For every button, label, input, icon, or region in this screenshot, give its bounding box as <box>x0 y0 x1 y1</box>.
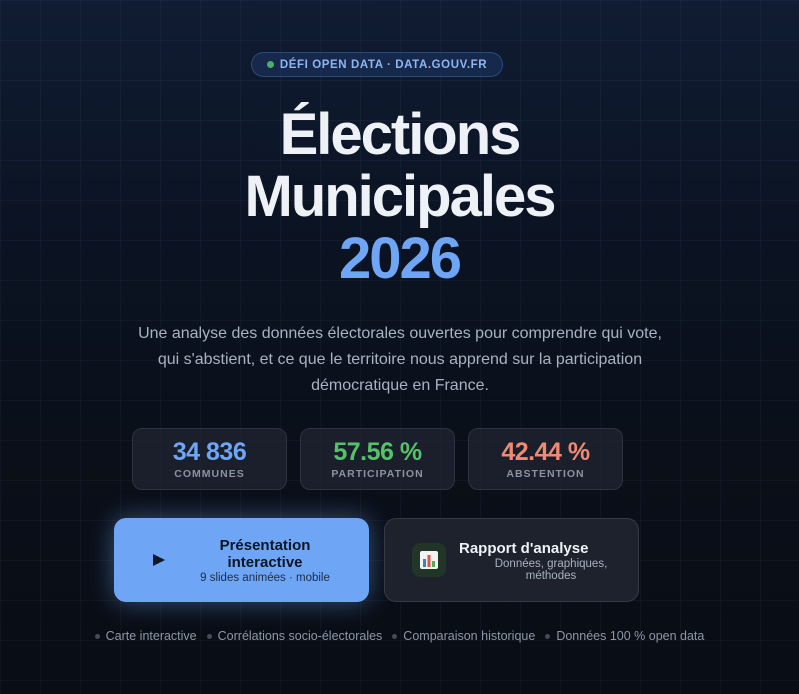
stat-value: 42.44 % <box>501 438 590 466</box>
report-button[interactable]: Rapport d'analyse Données, graphiques, m… <box>384 518 639 602</box>
badge-label: DÉFI OPEN DATA · DATA.GOUV.FR <box>279 58 488 71</box>
title-line-1: Élections <box>279 102 522 167</box>
page-subtitle: Une analyse des données électorales ouve… <box>138 325 662 394</box>
stat-label: ABSTENTION <box>506 468 585 480</box>
presentation-button-subtitle: 9 slides animées · mobile <box>200 572 330 584</box>
play-icon <box>153 554 165 566</box>
presentation-button-title: Présentation interactive <box>219 537 311 571</box>
stat-label: COMMUNES <box>174 468 245 480</box>
bar-chart-icon <box>412 543 446 577</box>
feature-item: Données 100 % open data <box>545 629 704 643</box>
stat-card-participation: 57.56 % PARTICIPATION <box>300 428 455 490</box>
bullet-icon <box>392 633 398 639</box>
bullet-icon <box>206 633 212 639</box>
source-badge: DÉFI OPEN DATA · DATA.GOUV.FR <box>251 52 503 77</box>
stat-card-communes: 34 836 COMMUNES <box>132 428 287 490</box>
title-line-2: Municipales <box>244 164 557 229</box>
feature-list: Carte interactive Corrélations socio-éle… <box>0 629 799 643</box>
bullet-icon <box>94 633 100 639</box>
feature-item: Corrélations socio-électorales <box>206 629 383 643</box>
status-dot-icon <box>266 61 274 68</box>
feature-item: Comparaison historique <box>392 629 535 643</box>
feature-label: Corrélations socio-électorales <box>217 629 383 643</box>
report-button-subtitle: Données, graphiques, méthodes <box>494 558 608 582</box>
feature-label: Comparaison historique <box>403 629 536 643</box>
stat-value: 57.56 % <box>333 438 422 466</box>
stat-label: PARTICIPATION <box>331 468 424 480</box>
stat-card-abstention: 42.44 % ABSTENTION <box>468 428 623 490</box>
feature-label: Carte interactive <box>105 629 197 643</box>
feature-label: Données 100 % open data <box>556 629 705 643</box>
presentation-button[interactable]: Présentation interactive 9 slides animée… <box>114 518 369 602</box>
stat-value: 34 836 <box>172 438 247 466</box>
title-year: 2026 <box>338 226 462 291</box>
page-title: Élections Municipales 2026 <box>0 104 799 290</box>
bullet-icon <box>545 633 551 639</box>
feature-item: Carte interactive <box>94 629 197 643</box>
report-button-title: Rapport d'analyse <box>459 540 589 557</box>
